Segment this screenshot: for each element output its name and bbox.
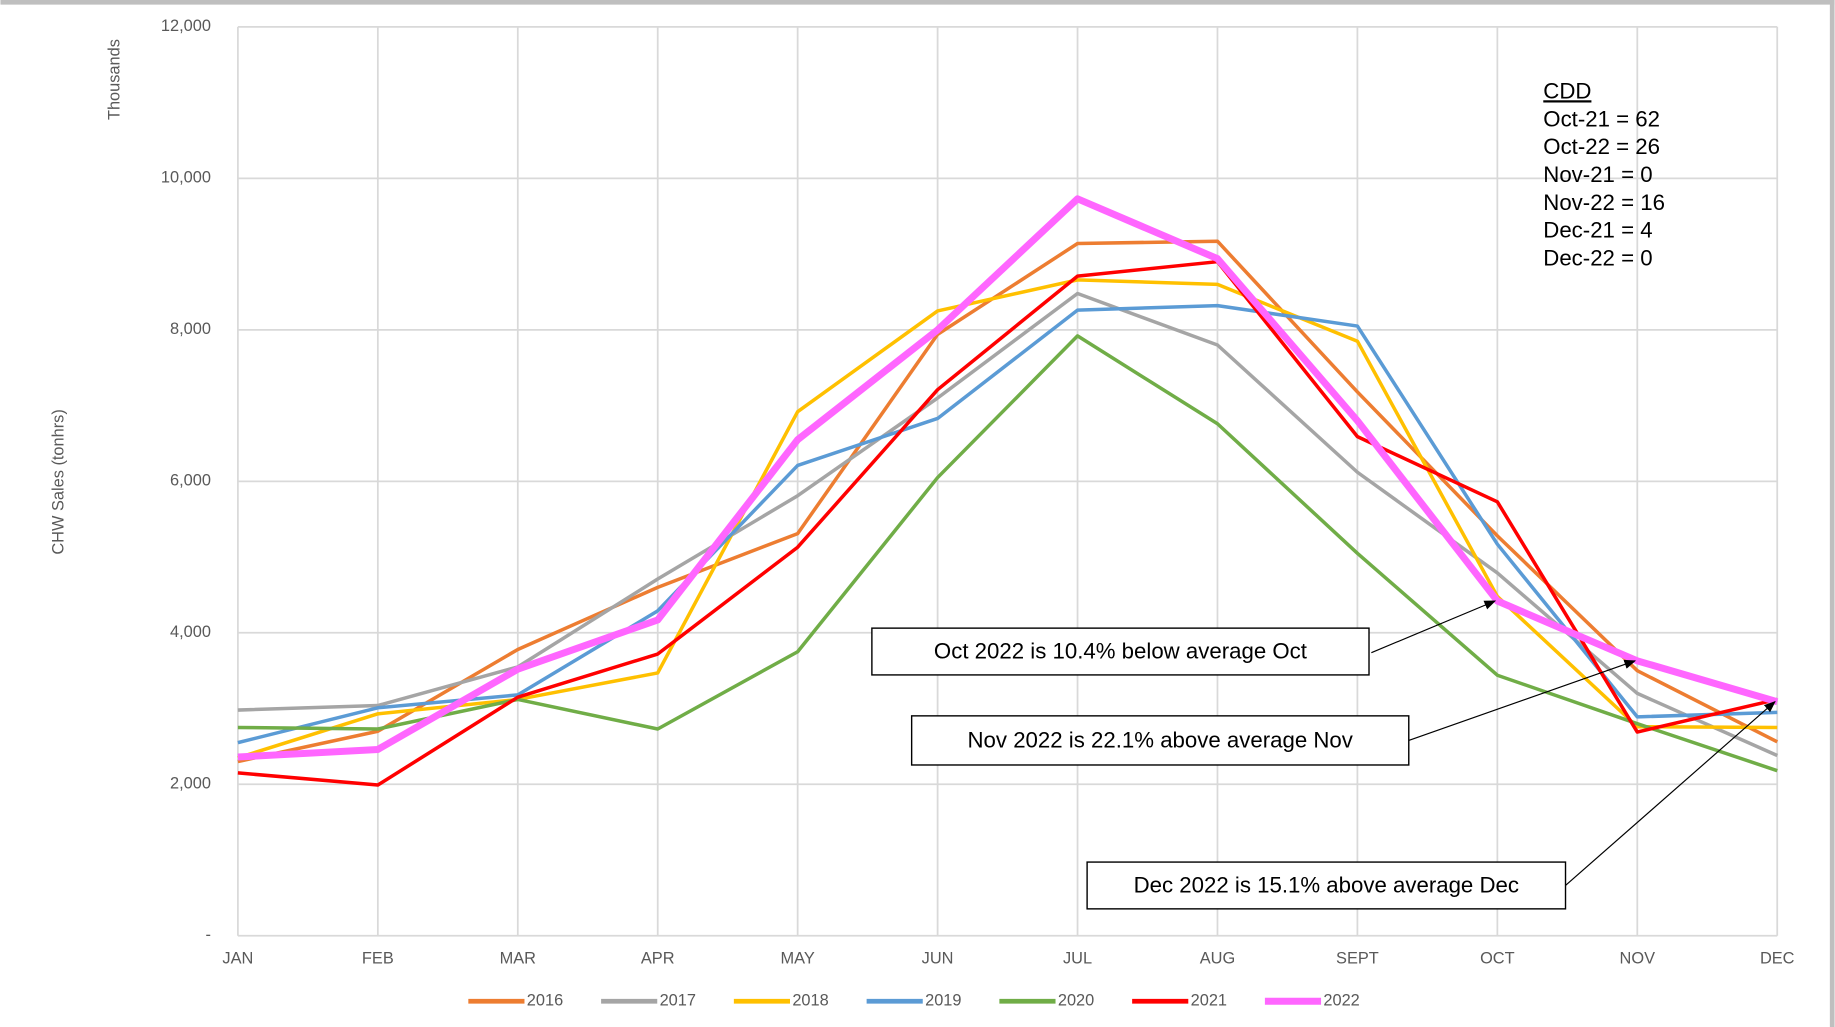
cdd-line: Nov-22 = 16 — [1543, 190, 1665, 215]
series-line — [237, 239, 1779, 764]
y-tick-label: 10,000 — [161, 169, 211, 187]
x-tick-label: AUG — [1200, 949, 1235, 967]
x-tick-label: MAY — [781, 949, 815, 967]
callout-arrow — [1565, 700, 1776, 886]
y-tick-label: 2,000 — [170, 775, 211, 793]
cdd-line: Dec-21 = 4 — [1543, 218, 1652, 243]
cdd-line: Nov-21 = 0 — [1543, 162, 1652, 187]
cdd-line: Oct-21 = 62 — [1543, 106, 1660, 131]
series-line — [237, 195, 1779, 761]
cdd-line: Dec-22 = 0 — [1543, 246, 1652, 271]
legend-label: 2016 — [527, 992, 563, 1010]
cdd-line: Oct-22 = 26 — [1543, 134, 1660, 159]
callout-arrow — [1371, 600, 1497, 654]
series-line — [237, 278, 1778, 760]
legend-label: 2020 — [1058, 992, 1094, 1010]
callout-text: Nov 2022 is 22.1% above average Nov — [968, 727, 1354, 752]
series-line — [237, 259, 1778, 787]
x-tick-label: OCT — [1480, 949, 1515, 967]
callout-text: Oct 2022 is 10.4% below average Oct — [934, 639, 1308, 664]
callout-box — [1086, 861, 1567, 910]
callout-text: Dec 2022 is 15.1% above average Dec — [1134, 873, 1519, 898]
y-axis-label: CHW Sales (tonhrs) — [49, 409, 67, 554]
y-units-label: Thousands — [105, 39, 123, 120]
y-tick-label: 8,000 — [170, 320, 211, 338]
callout-box — [910, 715, 1410, 766]
x-tick-label: JUN — [922, 949, 954, 967]
y-tick-label: 4,000 — [170, 623, 211, 641]
callout-box — [871, 627, 1370, 676]
x-tick-label: JAN — [222, 949, 253, 967]
y-tick-label: - — [206, 926, 211, 944]
callout-arrow — [1408, 659, 1637, 741]
legend-label: 2017 — [660, 992, 696, 1010]
legend-label: 2019 — [925, 992, 961, 1010]
legend-label: 2021 — [1191, 992, 1227, 1010]
x-tick-label: JUL — [1063, 949, 1092, 967]
x-tick-label: DEC — [1760, 949, 1795, 967]
x-tick-label: FEB — [362, 949, 394, 967]
series-line — [237, 303, 1778, 745]
legend-label: 2022 — [1323, 992, 1359, 1010]
y-tick-label: 6,000 — [170, 472, 211, 490]
cdd-title: CDD — [1543, 78, 1591, 103]
x-tick-label: APR — [641, 949, 675, 967]
y-tick-label: 12,000 — [161, 17, 211, 35]
x-tick-label: SEPT — [1336, 949, 1379, 967]
series-line — [237, 334, 1778, 773]
series-line — [237, 291, 1778, 758]
x-tick-label: MAR — [500, 949, 537, 967]
legend-label: 2018 — [792, 992, 828, 1010]
x-tick-label: NOV — [1620, 949, 1656, 967]
